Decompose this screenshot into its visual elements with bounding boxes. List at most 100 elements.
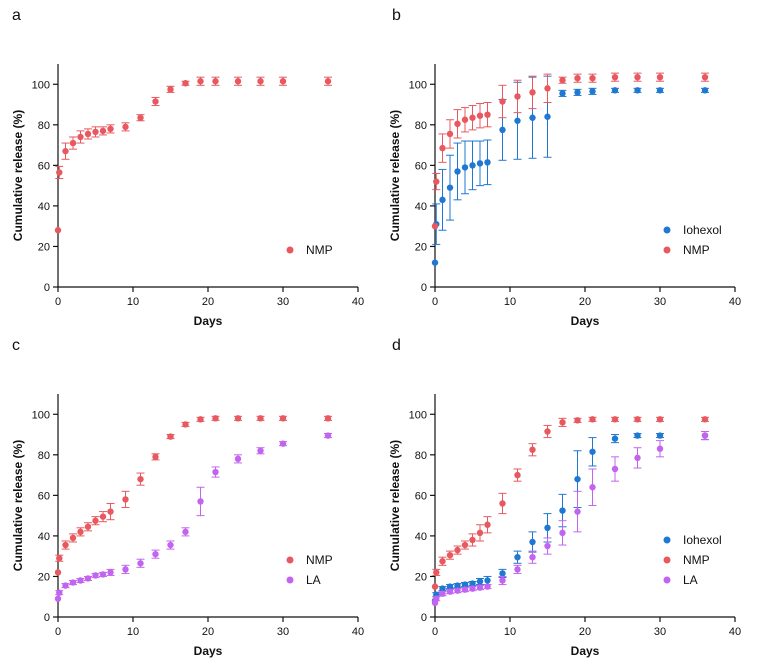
x-axis-title: Days [571,314,600,328]
y-tick-label: 100 [32,79,50,91]
y-tick-label: 80 [38,120,50,132]
y-tick-label: 0 [44,282,50,294]
data-point [77,577,84,584]
series-nmp [431,416,709,590]
data-point [92,572,99,579]
y-tick-label: 20 [38,571,50,583]
data-point [499,126,506,134]
y-tick-label: 60 [415,160,427,172]
data-point [461,586,469,593]
data-point [499,98,506,105]
data-point [634,416,641,423]
data-point [212,415,219,422]
data-point [137,560,144,567]
data-point [234,78,242,85]
data-point [137,475,144,483]
data-point [122,566,129,573]
data-point [439,196,446,204]
y-tick-label: 0 [44,612,50,624]
data-point [589,416,596,423]
data-point [69,139,77,147]
y-tick-label: 60 [38,160,50,172]
x-tick-label: 10 [127,626,139,638]
data-point [544,524,551,531]
data-point [99,571,107,578]
data-point [589,484,596,491]
data-point [182,80,189,87]
legend-item-iohexol: Iohexol [663,533,722,547]
data-point [611,435,619,442]
data-point [84,523,92,530]
x-axis-title: Days [571,644,600,658]
data-point [257,447,264,454]
data-point [529,114,536,121]
x-tick-label: 30 [654,296,666,308]
data-point [92,517,99,524]
data-point [54,227,62,234]
data-point [461,581,469,588]
data-point [476,529,484,537]
data-point [446,184,454,191]
legend-label: LA [683,573,698,587]
data-point [529,538,536,546]
data-point [92,128,99,136]
legend-item-la: LA [286,573,321,587]
data-point [431,583,439,590]
legend-marker [663,536,671,544]
x-tick-label: 20 [579,296,591,308]
x-tick-label: 0 [432,626,438,638]
series-iohexol [431,431,709,604]
data-point [454,120,461,128]
data-point [611,465,619,473]
legend-label: LA [306,573,321,587]
data-point [559,507,566,514]
data-point [514,471,521,479]
panel-letter: a [12,7,21,24]
data-point [469,114,476,121]
panel-letter: c [12,337,20,354]
data-point [589,74,596,82]
data-point [62,582,69,589]
data-point [559,90,566,97]
data-point [324,432,332,439]
legend-marker [663,576,671,584]
data-point [454,587,461,594]
data-point [476,584,484,591]
data-point [122,123,129,131]
legend-label: Iohexol [683,223,722,237]
x-tick-label: 40 [729,626,741,638]
data-point [544,428,551,435]
legend-marker [663,226,671,234]
data-point [656,416,664,423]
data-point [431,259,439,266]
data-point [446,130,454,138]
panel-letter: d [392,337,401,354]
x-tick-label: 20 [202,296,214,308]
y-tick-label: 60 [38,490,50,502]
y-tick-label: 80 [415,450,427,462]
data-point [484,111,491,118]
data-point [182,421,189,428]
data-point [559,529,566,537]
data-point [634,432,641,439]
data-point [54,569,62,576]
series-nmp [431,72,709,230]
data-point [107,569,114,576]
data-point [77,528,84,536]
data-point [574,74,581,82]
data-point [461,541,469,549]
data-point [69,579,77,586]
legend-marker [663,556,671,564]
data-point [469,585,476,592]
data-point [454,546,461,554]
data-point [433,595,440,602]
series-la [431,431,709,607]
data-point [484,577,491,584]
x-tick-label: 0 [55,296,61,308]
data-point [476,578,484,585]
data-point [469,162,476,169]
x-tick-label: 40 [352,626,364,638]
legend-marker [286,576,294,584]
chart-panel-c: c 0 20 40 60 80 100 0 10 20 30 40 Days Cumulative rel… [11,337,364,658]
